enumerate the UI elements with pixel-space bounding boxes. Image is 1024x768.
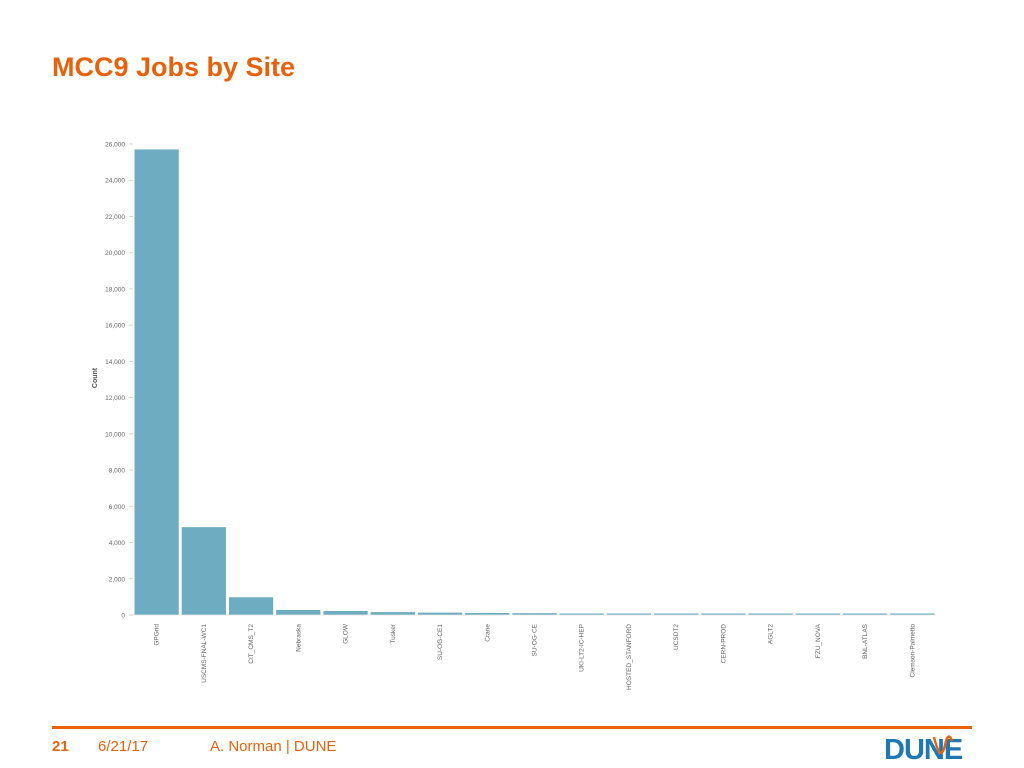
y-tick-label: 24,000 [105, 178, 125, 185]
x-tick-label: Tusker [390, 623, 397, 643]
x-tick-label: SU-OG-CE1 [437, 624, 444, 661]
y-tick-label: 16,000 [105, 323, 125, 330]
x-tick-label: UKI-LT2-IC-HEP [579, 624, 586, 672]
y-tick-label: 18,000 [105, 286, 125, 293]
bar-ucsdt2 [654, 613, 699, 615]
y-tick-label: 4,000 [109, 540, 126, 547]
x-tick-label: GPGrid [154, 624, 161, 646]
x-tick-label: Nebraska [295, 624, 302, 652]
y-tick-label: 0 [121, 613, 125, 620]
x-tick-label: HOSTED_STANFORD [626, 624, 633, 690]
slide-title: MCC9 Jobs by Site [52, 52, 296, 82]
x-tick-label: FZU_NOVA [815, 623, 822, 658]
y-tick-label: 6,000 [109, 504, 126, 511]
x-axis: GPGrid USCMS-FNAL-WC1 CIT_CMS_T2 Nebraska GL… [133, 614, 936, 690]
footer-author: A. Norman | DUNE [210, 738, 337, 755]
bar-bnl-atlas [843, 613, 888, 615]
y-axis-label: Count [92, 367, 99, 388]
bar-cit-cms-t2 [228, 597, 274, 615]
dune-logo: DUNE [884, 734, 964, 763]
logo-wave-icon [932, 735, 954, 754]
y-tick-label: 12,000 [105, 395, 125, 402]
y-tick-label: 20,000 [105, 250, 125, 257]
bar-chart: 0 2,000 4,000 6,000 8,000 10,000 12,000 14,000 1… [92, 142, 936, 690]
bar-nebraska [276, 609, 321, 615]
bar-tusker [370, 612, 415, 615]
x-tick-label: CERN-PROD [720, 624, 727, 664]
y-tick-label: 10,000 [105, 431, 125, 438]
bar-aglt2 [748, 613, 793, 615]
y-tick-label: 2,000 [109, 576, 126, 583]
bar-hosted-stanford [606, 613, 652, 615]
y-tick-label: 22,000 [105, 214, 125, 221]
x-tick-label: CIT_CMS_T2 [248, 624, 255, 664]
y-tick-label: 14,000 [105, 359, 125, 366]
bars [134, 149, 935, 615]
bar-uscms-fnal-wc1 [181, 527, 226, 615]
bar-fzu-nova [795, 613, 841, 615]
bar-glow [323, 611, 368, 615]
bar-gpgrid [134, 149, 179, 615]
bar-su-og-ce [512, 613, 557, 615]
y-tick-label: 8,000 [109, 468, 126, 475]
x-tick-label: BNL-ATLAS [862, 623, 869, 659]
bar-cern-prod [701, 613, 746, 615]
bar-clemson-palmetto [890, 613, 935, 615]
y-axis: 0 2,000 4,000 6,000 8,000 10,000 12,000 14,000 1… [105, 142, 133, 620]
footer-divider [52, 726, 972, 729]
y-tick-label: 26,000 [105, 142, 125, 149]
x-tick-label: USCMS-FNAL-WC1 [201, 624, 208, 683]
footer-date: 6/21/17 [98, 738, 149, 755]
x-tick-label: SU-OG-CE [532, 623, 539, 656]
bar-uki-lt2-ic-hep [559, 613, 604, 615]
x-tick-label: Clemson-Palmetto [909, 624, 916, 678]
bar-su-og-ce1 [417, 612, 463, 615]
bar-crane [465, 613, 510, 615]
x-tick-label: UCSDT2 [673, 624, 680, 650]
x-tick-label: Crane [484, 624, 491, 642]
x-tick-label: AGLT2 [768, 624, 775, 644]
x-tick-label: GLOW [343, 623, 350, 644]
page-number: 21 [52, 738, 69, 755]
